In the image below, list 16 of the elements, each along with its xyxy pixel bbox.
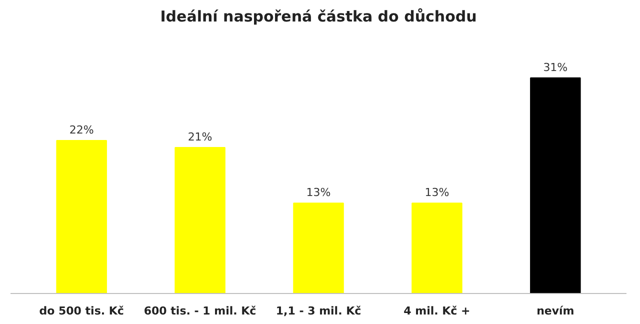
bar bbox=[56, 140, 107, 294]
bar bbox=[174, 146, 226, 294]
data-label: 21% bbox=[188, 130, 212, 144]
x-tick-label: nevím bbox=[536, 304, 574, 318]
chart-title: Ideální naspořená částka do důchodu bbox=[160, 8, 477, 26]
data-label: 31% bbox=[543, 60, 568, 74]
data-label: 13% bbox=[306, 186, 331, 200]
bar bbox=[530, 77, 581, 294]
data-label: 22% bbox=[69, 124, 94, 137]
x-tick-label: do 500 tis. Kč bbox=[39, 304, 124, 318]
data-label: 13% bbox=[424, 186, 450, 200]
x-tick-label: 4 mil. Kč + bbox=[404, 304, 470, 318]
bar bbox=[412, 202, 462, 294]
x-tick-label: 1,1 - 3 mil. Kč bbox=[276, 304, 362, 318]
bar bbox=[293, 202, 344, 294]
x-tick-label: 600 tis. - 1 mil. Kč bbox=[144, 304, 256, 318]
